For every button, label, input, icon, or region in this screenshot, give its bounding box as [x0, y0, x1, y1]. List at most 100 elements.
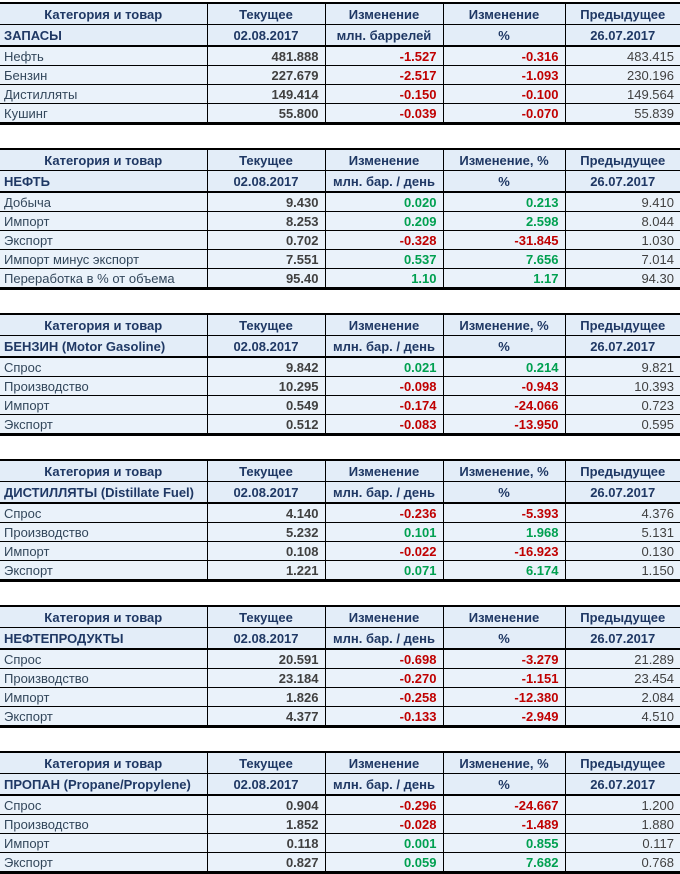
- change-pct-value: -24.066: [442, 395, 565, 415]
- change-pct-value: -5.393: [442, 502, 565, 523]
- row-label: Импорт: [0, 687, 207, 707]
- change-pct-value: 1.968: [442, 522, 565, 542]
- change-value: -1.527: [324, 45, 443, 66]
- table-row: Дистилляты 149.414 -0.150 -0.100 149.564: [0, 84, 680, 104]
- units-label: млн. бар. / день: [324, 627, 443, 650]
- previous-value: 5.131: [564, 522, 680, 542]
- table-row: Добыча 9.430 0.020 0.213 9.410: [0, 191, 680, 212]
- percent-label: %: [442, 481, 565, 504]
- change-pct-value: -1.489: [442, 814, 565, 834]
- change-value: -0.174: [324, 395, 443, 415]
- table-row: Спрос 20.591 -0.698 -3.279 21.289: [0, 648, 680, 669]
- table-row: Экспорт 0.827 0.059 7.682 0.768: [0, 852, 680, 873]
- current-value: 7.551: [206, 249, 325, 269]
- previous-value: 1.150: [564, 560, 680, 581]
- row-label: Кушинг: [0, 103, 207, 124]
- subheader-row: ДИСТИЛЛЯТЫ (Distillate Fuel) 02.08.2017 мл…: [0, 481, 680, 504]
- previous-value: 1.880: [564, 814, 680, 834]
- column-header: Изменение: [442, 606, 565, 628]
- header-row: Категория и товар Текущее Изменение Изменен…: [0, 606, 680, 628]
- units-label: млн. бар. / день: [324, 170, 443, 193]
- row-label: Импорт: [0, 211, 207, 231]
- table-row: Спрос 0.904 -0.296 -24.667 1.200: [0, 794, 680, 815]
- previous-value: 0.130: [564, 541, 680, 561]
- change-pct-value: 0.214: [442, 356, 565, 377]
- table-row: Спрос 9.842 0.021 0.214 9.821: [0, 356, 680, 377]
- change-value: 0.021: [324, 356, 443, 377]
- change-value: -0.236: [324, 502, 443, 523]
- table-row: Импорт минус экспорт 7.551 0.537 7.656 7.014: [0, 249, 680, 269]
- change-value: -0.258: [324, 687, 443, 707]
- previous-value: 94.30: [564, 268, 680, 289]
- column-header: Текущее: [206, 460, 325, 482]
- data-table: Категория и товар Текущее Изменение Изменен…: [0, 751, 680, 874]
- table-title: ДИСТИЛЛЯТЫ (Distillate Fuel): [0, 481, 207, 504]
- previous-value: 23.454: [564, 668, 680, 688]
- table-row: Бензин 227.679 -2.517 -1.093 230.196: [0, 65, 680, 85]
- change-pct-value: -0.316: [442, 45, 565, 66]
- previous-value: 1.200: [564, 794, 680, 815]
- column-header: Изменение: [324, 752, 443, 774]
- change-value: 0.209: [324, 211, 443, 231]
- data-table: Категория и товар Текущее Изменение Изменен…: [0, 313, 680, 436]
- column-header: Текущее: [206, 3, 325, 25]
- row-label: Производство: [0, 668, 207, 688]
- change-value: 0.020: [324, 191, 443, 212]
- change-pct-value: -31.845: [442, 230, 565, 250]
- previous-value: 0.595: [564, 414, 680, 435]
- change-value: -0.098: [324, 376, 443, 396]
- column-header: Изменение, %: [442, 149, 565, 171]
- previous-value: 2.084: [564, 687, 680, 707]
- current-value: 481.888: [206, 45, 325, 66]
- column-header: Предыдущее: [564, 606, 680, 628]
- previous-value: 10.393: [564, 376, 680, 396]
- current-value: 4.140: [206, 502, 325, 523]
- change-pct-value: 0.855: [442, 833, 565, 853]
- current-value: 55.800: [206, 103, 325, 124]
- header-row: Категория и товар Текущее Изменение Изменен…: [0, 752, 680, 774]
- data-table: Категория и товар Текущее Изменение Изменен…: [0, 605, 680, 728]
- table-row: Производство 23.184 -0.270 -1.151 23.454: [0, 668, 680, 688]
- row-label: Нефть: [0, 45, 207, 66]
- column-header: Текущее: [206, 314, 325, 336]
- change-value: -0.083: [324, 414, 443, 435]
- current-value: 0.827: [206, 852, 325, 873]
- percent-label: %: [442, 627, 565, 650]
- current-value: 149.414: [206, 84, 325, 104]
- previous-value: 9.410: [564, 191, 680, 212]
- previous-date: 26.07.2017: [564, 24, 680, 47]
- previous-value: 8.044: [564, 211, 680, 231]
- previous-value: 0.768: [564, 852, 680, 873]
- column-header: Изменение, %: [442, 752, 565, 774]
- subheader-row: НЕФТЕПРОДУКТЫ 02.08.2017 млн. бар. / день%…: [0, 627, 680, 650]
- table-title: БЕНЗИН (Motor Gasoline): [0, 335, 207, 358]
- previous-date: 26.07.2017: [564, 627, 680, 650]
- current-value: 227.679: [206, 65, 325, 85]
- column-header: Предыдущее: [564, 752, 680, 774]
- current-value: 9.430: [206, 191, 325, 212]
- column-header: Категория и товар: [0, 3, 207, 25]
- data-table: Категория и товар Текущее Изменение Изменен…: [0, 148, 680, 290]
- previous-date: 26.07.2017: [564, 335, 680, 358]
- current-value: 20.591: [206, 648, 325, 669]
- table-row: Импорт 8.253 0.209 2.598 8.044: [0, 211, 680, 231]
- table-row: Производство 10.295 -0.098 -0.943 10.393: [0, 376, 680, 396]
- row-label: Спрос: [0, 502, 207, 523]
- column-header: Предыдущее: [564, 3, 680, 25]
- change-pct-value: -16.923: [442, 541, 565, 561]
- current-date: 02.08.2017: [206, 335, 325, 358]
- column-header: Изменение, %: [442, 314, 565, 336]
- column-header: Категория и товар: [0, 606, 207, 628]
- table-title: НЕФТЬ: [0, 170, 207, 193]
- row-label: Производство: [0, 376, 207, 396]
- column-header: Изменение: [324, 3, 443, 25]
- change-pct-value: 0.213: [442, 191, 565, 212]
- current-date: 02.08.2017: [206, 481, 325, 504]
- table-row: Экспорт 1.221 0.071 6.174 1.150: [0, 560, 680, 581]
- change-pct-value: -1.151: [442, 668, 565, 688]
- row-label: Импорт минус экспорт: [0, 249, 207, 269]
- previous-value: 149.564: [564, 84, 680, 104]
- table-title: ЗАПАСЫ: [0, 24, 207, 47]
- current-value: 95.40: [206, 268, 325, 289]
- change-pct-value: 7.656: [442, 249, 565, 269]
